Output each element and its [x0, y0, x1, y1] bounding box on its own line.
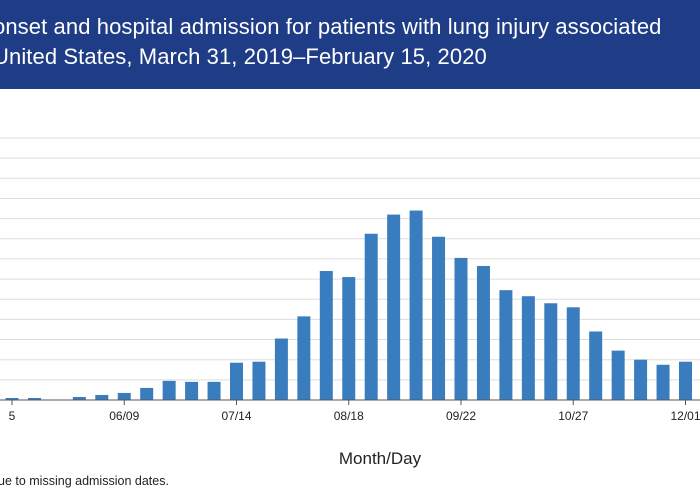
bar-11/17: [634, 359, 648, 400]
bar-06/23: [162, 380, 176, 400]
bar-10/27: [566, 307, 580, 400]
bar-06/09: [117, 392, 131, 400]
bar-11/24: [656, 364, 670, 400]
bars: [5, 210, 692, 400]
bar-09/29: [476, 265, 490, 400]
x-axis: 5 06/09 07/14 08/18 09/22 10/27 12/01: [0, 399, 700, 423]
footnote: ue to missing admission dates.: [0, 474, 169, 488]
bar-11/10: [611, 350, 625, 400]
bar-08/04: [297, 316, 311, 400]
chart-title-line-1: onset and hospital admission for patient…: [0, 14, 662, 39]
bar-09/08: [409, 210, 423, 400]
chart-title-line-2: United States, March 31, 2019–February 1…: [0, 44, 487, 69]
bar-09/01: [387, 214, 401, 400]
bar-09/22: [454, 257, 468, 400]
x-tick-label: 07/14: [221, 409, 251, 423]
bar-08/25: [364, 233, 378, 400]
bar-07/14: [230, 362, 243, 400]
x-tick-label: 06/09: [109, 409, 139, 423]
bar-08/18: [342, 277, 356, 400]
title-banner: onset and hospital admission for patient…: [0, 0, 700, 89]
x-tick-label: 08/18: [334, 409, 364, 423]
bar-05/12: [27, 397, 41, 400]
bar-08/11: [319, 271, 333, 400]
bar-06/02: [95, 394, 109, 400]
bar-07/21: [252, 361, 266, 400]
bar-05/05: [5, 397, 19, 400]
bar-09/15: [432, 236, 446, 400]
x-tick-label: 10/27: [558, 409, 588, 423]
bar-06/16: [140, 387, 154, 400]
bar-10/13: [521, 296, 535, 400]
bar-11/03: [589, 331, 603, 400]
bar-10/20: [544, 303, 558, 400]
x-axis-label: Month/Day: [338, 449, 422, 468]
x-tick-label: 09/22: [446, 409, 476, 423]
bar-07/07: [207, 381, 221, 400]
bar-10/06: [499, 290, 513, 400]
bar-07/28: [274, 338, 288, 400]
x-tick-label: 12/01: [670, 409, 700, 423]
x-tick-label: 5: [9, 409, 16, 423]
bar-12/01: [679, 361, 692, 400]
bar-05/26: [72, 396, 86, 400]
bar-06/30: [185, 381, 199, 400]
